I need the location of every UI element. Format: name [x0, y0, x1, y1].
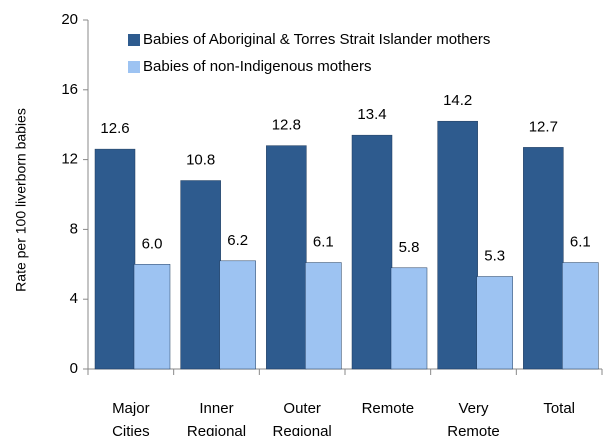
value-label: 12.7 — [529, 118, 558, 135]
y-tick-label: 4 — [70, 290, 78, 307]
value-label: 6.1 — [570, 234, 591, 251]
y-tick-label: 16 — [61, 81, 78, 98]
legend-swatch — [128, 61, 140, 73]
value-label: 12.8 — [272, 117, 301, 134]
value-label: 6.2 — [227, 232, 248, 249]
y-tick-label: 8 — [70, 220, 78, 237]
x-tick-label-line: Cities — [112, 423, 150, 436]
bar — [562, 262, 599, 370]
bar — [437, 120, 478, 370]
x-tick-label-line: Remote — [447, 423, 500, 436]
y-tick-label: 0 — [70, 360, 78, 377]
bar — [476, 276, 513, 370]
value-label: 12.6 — [100, 120, 129, 137]
y-tick-label: 12 — [61, 151, 78, 168]
bar — [94, 148, 136, 370]
y-axis-label: Rate per 100 liverborn babies — [13, 108, 29, 292]
legend-swatch — [128, 34, 140, 46]
x-tick-label-line: Very — [458, 400, 489, 417]
x-tick-label-line: Remote — [362, 400, 415, 417]
x-tick-label-line: Regional — [273, 423, 332, 436]
bar — [219, 260, 256, 370]
bar — [266, 145, 307, 370]
value-label: 6.1 — [313, 234, 334, 251]
x-tick-label-line: Total — [543, 400, 575, 417]
x-tick-label: Remote — [362, 400, 415, 417]
x-tick-label-line: Regional — [187, 423, 246, 436]
x-tick-label-line: Outer — [283, 400, 321, 417]
bar — [180, 180, 221, 370]
value-label: 5.3 — [484, 247, 505, 264]
legend-label: Babies of non-Indigenous mothers — [143, 58, 371, 75]
value-label: 5.8 — [399, 239, 420, 256]
bar — [133, 264, 171, 370]
x-tick-label: Inner Regional — [187, 400, 246, 436]
y-tick-label: 20 — [61, 11, 78, 28]
value-label: 14.2 — [443, 92, 472, 109]
x-tick-label: Major Cities — [112, 400, 150, 436]
bar — [351, 134, 393, 370]
bar — [390, 267, 428, 370]
value-label: 10.8 — [186, 152, 215, 169]
x-tick-label: Outer Regional — [273, 400, 332, 436]
x-tick-label-line: Inner — [199, 400, 233, 417]
bar — [305, 262, 342, 370]
value-label: 6.0 — [142, 235, 163, 252]
value-label: 13.4 — [357, 106, 386, 123]
legend-label: Babies of Aboriginal & Torres Strait Isl… — [143, 31, 490, 48]
x-tick-label-line: Major — [112, 400, 150, 417]
bar — [523, 147, 564, 370]
x-tick-label: Very Remote — [447, 400, 500, 436]
x-tick-label: Total — [543, 400, 575, 417]
